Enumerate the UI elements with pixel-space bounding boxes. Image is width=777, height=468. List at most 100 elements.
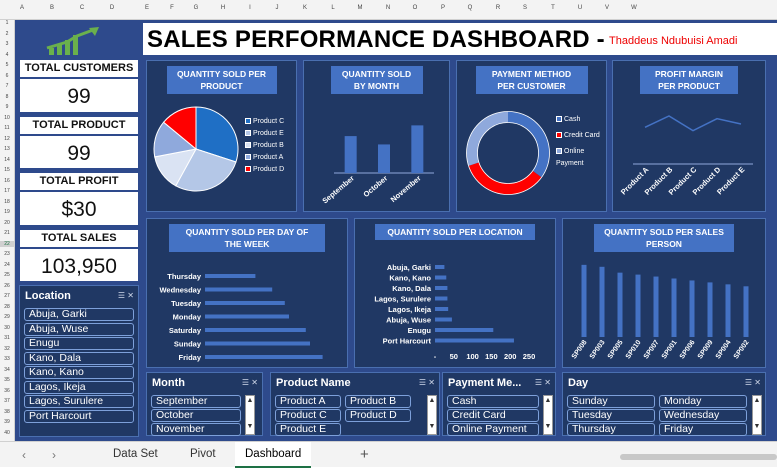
row-header[interactable]: 38 <box>4 408 10 415</box>
slicer-item[interactable]: Port Harcourt <box>24 409 134 423</box>
column-header[interactable]: V <box>604 5 610 11</box>
scroll-up-icon[interactable]: ▲ <box>246 397 254 404</box>
column-header[interactable]: I <box>249 5 251 11</box>
slicer-item[interactable]: Product D <box>345 409 411 422</box>
slicer-scrollbar[interactable]: ▲ ▼ <box>543 395 553 435</box>
scroll-up-icon[interactable]: ▲ <box>544 397 552 404</box>
column-header[interactable]: W <box>631 5 637 11</box>
column-header[interactable]: N <box>385 5 391 11</box>
slicer-payment[interactable]: Payment Me... ☰ ✕ Cash Credit Card Online … <box>442 372 556 436</box>
row-header[interactable]: 40 <box>4 429 10 436</box>
row-header[interactable]: 32 <box>4 345 10 352</box>
row-header[interactable]: 29 <box>4 314 10 320</box>
slicer-item[interactable]: September <box>151 395 241 408</box>
row-header[interactable]: 23 <box>4 251 10 257</box>
row-header[interactable]: 6 <box>5 72 9 79</box>
column-header[interactable]: M <box>357 5 363 11</box>
row-header[interactable]: 9 <box>5 104 9 110</box>
slicer-item[interactable]: Kano, Kano <box>24 366 134 379</box>
slicer-scrollbar[interactable]: ▲ ▼ <box>427 395 437 435</box>
slicer-product[interactable]: Product Name ☰ ✕ Product A Product B Produ… <box>270 372 440 436</box>
column-header[interactable]: B <box>49 5 55 11</box>
prev-sheet-icon[interactable]: ‹ <box>22 448 26 462</box>
column-header[interactable]: K <box>302 5 308 11</box>
row-header[interactable]: 24 <box>4 261 10 268</box>
slicer-item[interactable]: Product B <box>345 395 411 408</box>
column-header[interactable]: D <box>109 5 115 11</box>
row-header[interactable]: 17 <box>4 188 10 194</box>
clear-filter-icon[interactable]: ✕ <box>428 378 435 387</box>
chart-payment[interactable]: PAYMENT METHOD PER CUSTOMER Cash Credit C… <box>456 60 607 212</box>
row-header[interactable]: 34 <box>4 366 10 373</box>
slicer-item[interactable]: Enugu <box>24 337 134 350</box>
scroll-down-icon[interactable]: ▼ <box>428 423 436 430</box>
row-header[interactable]: 28 <box>4 303 10 310</box>
slicer-scrollbar[interactable]: ▲ ▼ <box>752 395 762 435</box>
column-header[interactable]: C <box>79 5 85 11</box>
chart-qty-month[interactable]: QUANTITY SOLD BY MONTH September October N… <box>303 60 450 212</box>
row-header[interactable]: 15 <box>4 167 10 173</box>
chart-qty-product[interactable]: QUANTITY SOLD PER PRODUCT Product C Produ… <box>146 60 297 212</box>
slicer-item[interactable]: Abuja, Wuse <box>24 322 134 336</box>
column-header[interactable]: P <box>440 5 446 11</box>
slicer-location[interactable]: Location ☰ ✕ Abuja, Garki Abuja, Wuse Enug… <box>19 285 139 437</box>
row-header[interactable]: 30 <box>4 324 10 331</box>
chart-qty-day[interactable]: QUANTITY SOLD PER DAY OF THE WEEK Thursd… <box>146 218 348 368</box>
slicer-item[interactable]: Thursday <box>567 423 655 436</box>
slicer-item[interactable]: Product C <box>275 409 341 422</box>
column-header[interactable]: F <box>170 5 174 11</box>
row-header[interactable]: 37 <box>4 398 10 404</box>
slicer-item[interactable]: Tuesday <box>567 409 655 422</box>
row-header[interactable]: 11 <box>4 125 10 131</box>
row-header[interactable]: 1 <box>5 20 9 26</box>
row-header[interactable]: 3 <box>5 41 9 47</box>
row-header[interactable]: 22 <box>0 240 14 247</box>
row-header[interactable]: 4 <box>5 51 9 58</box>
scroll-down-icon[interactable]: ▼ <box>753 423 761 430</box>
column-header[interactable]: G <box>193 5 199 11</box>
row-header[interactable]: 20 <box>4 219 10 226</box>
scroll-up-icon[interactable]: ▲ <box>753 397 761 404</box>
row-header[interactable]: 31 <box>4 335 10 341</box>
slicer-item[interactable]: Friday <box>659 423 747 436</box>
chart-profit[interactable]: PROFIT MARGIN PER PRODUCT Product A Produ… <box>612 60 766 212</box>
column-header[interactable]: A <box>19 5 25 11</box>
slicer-item[interactable]: Kano, Dala <box>24 351 134 365</box>
slicer-item[interactable]: Cash <box>447 395 539 408</box>
chart-qty-location[interactable]: QUANTITY SOLD PER LOCATION Abuja, Garki K… <box>354 218 556 368</box>
column-header[interactable]: R <box>495 5 501 11</box>
row-header[interactable]: 21 <box>4 230 10 236</box>
clear-filter-icon[interactable]: ✕ <box>127 291 134 300</box>
slicer-item[interactable]: Monday <box>659 395 747 408</box>
column-header[interactable]: L <box>331 5 335 11</box>
clear-filter-icon[interactable]: ✕ <box>251 378 258 387</box>
column-header[interactable]: U <box>577 5 583 11</box>
slicer-item[interactable]: Online Payment <box>447 423 539 436</box>
slicer-item[interactable]: Wednesday <box>659 409 747 422</box>
multiselect-icon[interactable]: ☰ <box>117 291 126 300</box>
tab-dashboard[interactable]: Dashboard <box>235 442 312 468</box>
row-header[interactable]: 14 <box>4 156 10 163</box>
row-header[interactable]: 5 <box>5 62 9 68</box>
clear-filter-icon[interactable]: ✕ <box>754 378 761 387</box>
slicer-item[interactable]: Product A <box>275 395 341 408</box>
slicer-scrollbar[interactable]: ▲ ▼ <box>245 395 255 435</box>
multiselect-icon[interactable]: ☰ <box>418 378 427 387</box>
clear-filter-icon[interactable]: ✕ <box>544 378 551 387</box>
column-header[interactable]: O <box>412 5 418 11</box>
row-header[interactable]: 12 <box>4 135 10 142</box>
column-header[interactable]: E <box>144 5 150 11</box>
chart-qty-salesperson[interactable]: QUANTITY SOLD PER SALES PERSON SP008 SP00… <box>562 218 766 368</box>
multiselect-icon[interactable]: ☰ <box>241 378 250 387</box>
slicer-item[interactable]: Abuja, Garki <box>24 308 134 321</box>
tab-pivot[interactable]: Pivot <box>190 448 216 460</box>
column-header[interactable]: S <box>522 5 528 11</box>
scroll-up-icon[interactable]: ▲ <box>428 397 436 404</box>
row-header[interactable]: 16 <box>4 177 10 184</box>
row-header[interactable]: 27 <box>4 293 10 299</box>
multiselect-icon[interactable]: ☰ <box>744 378 753 387</box>
multiselect-icon[interactable]: ☰ <box>534 378 543 387</box>
row-header[interactable]: 19 <box>4 209 10 215</box>
row-header[interactable]: 8 <box>5 93 9 100</box>
column-header[interactable]: J <box>275 5 279 11</box>
